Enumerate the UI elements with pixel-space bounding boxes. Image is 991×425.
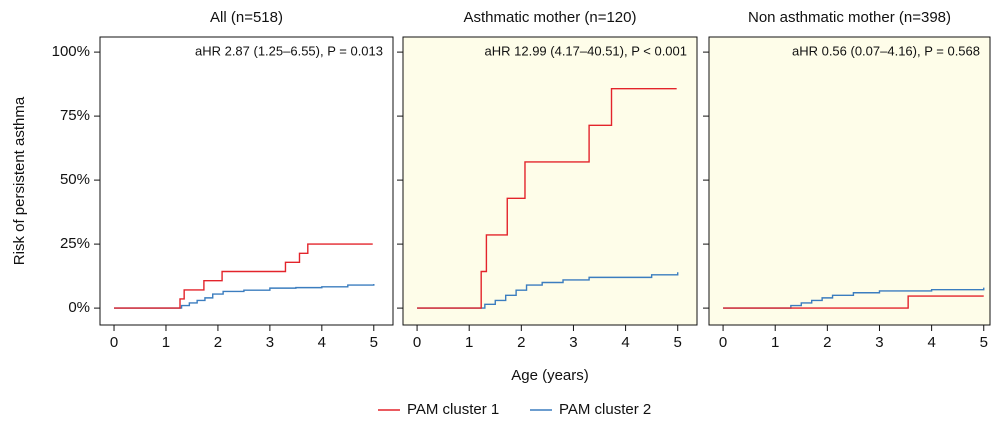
y-tick-label: 100%	[52, 43, 90, 60]
y-tick-label: 0%	[68, 299, 90, 316]
x-tick-label: 2	[823, 334, 831, 351]
y-axis-label: Risk of persistent asthma	[11, 96, 28, 265]
x-tick-label: 0	[413, 334, 421, 351]
panel-title: Non asthmatic mother (n=398)	[748, 9, 951, 26]
x-tick-label: 4	[318, 334, 326, 351]
annotation: aHR 12.99 (4.17–40.51), P < 0.001	[485, 43, 688, 58]
panel-background	[709, 37, 990, 325]
panel-title: Asthmatic mother (n=120)	[464, 9, 637, 26]
x-tick-label: 3	[875, 334, 883, 351]
annotation: aHR 2.87 (1.25–6.55), P = 0.013	[195, 43, 383, 58]
step-line	[723, 287, 985, 309]
x-tick-label: 0	[719, 334, 727, 351]
step-line	[114, 284, 375, 309]
x-tick-label: 5	[674, 334, 682, 351]
x-tick-label: 2	[517, 334, 525, 351]
x-tick-label: 4	[621, 334, 629, 351]
x-tick-label: 1	[465, 334, 473, 351]
panel-frame	[99, 36, 394, 326]
x-tick-label: 3	[569, 334, 577, 351]
y-tick-label: 25%	[60, 235, 90, 252]
step-line	[723, 295, 984, 309]
panel-frame	[402, 36, 698, 326]
legend-label: PAM cluster 1	[407, 401, 499, 418]
x-tick-label: 1	[771, 334, 779, 351]
x-tick-label: 3	[266, 334, 274, 351]
x-tick-label: 4	[927, 334, 935, 351]
x-tick-label: 2	[214, 334, 222, 351]
panel-frame	[708, 36, 991, 326]
x-axis-label: Age (years)	[511, 367, 589, 384]
step-line	[114, 243, 373, 309]
x-tick-label: 5	[370, 334, 378, 351]
x-tick-label: 1	[162, 334, 170, 351]
legend-label: PAM cluster 2	[559, 401, 651, 418]
panel-background	[403, 37, 697, 325]
y-tick-label: 75%	[60, 107, 90, 124]
step-line	[417, 272, 679, 309]
annotation: aHR 0.56 (0.07–4.16), P = 0.568	[792, 43, 980, 58]
x-tick-label: 5	[980, 334, 988, 351]
panel-background	[100, 37, 393, 325]
panel-title: All (n=518)	[210, 9, 283, 26]
x-tick-label: 0	[110, 334, 118, 351]
step-line	[417, 88, 677, 309]
y-tick-label: 50%	[60, 171, 90, 188]
